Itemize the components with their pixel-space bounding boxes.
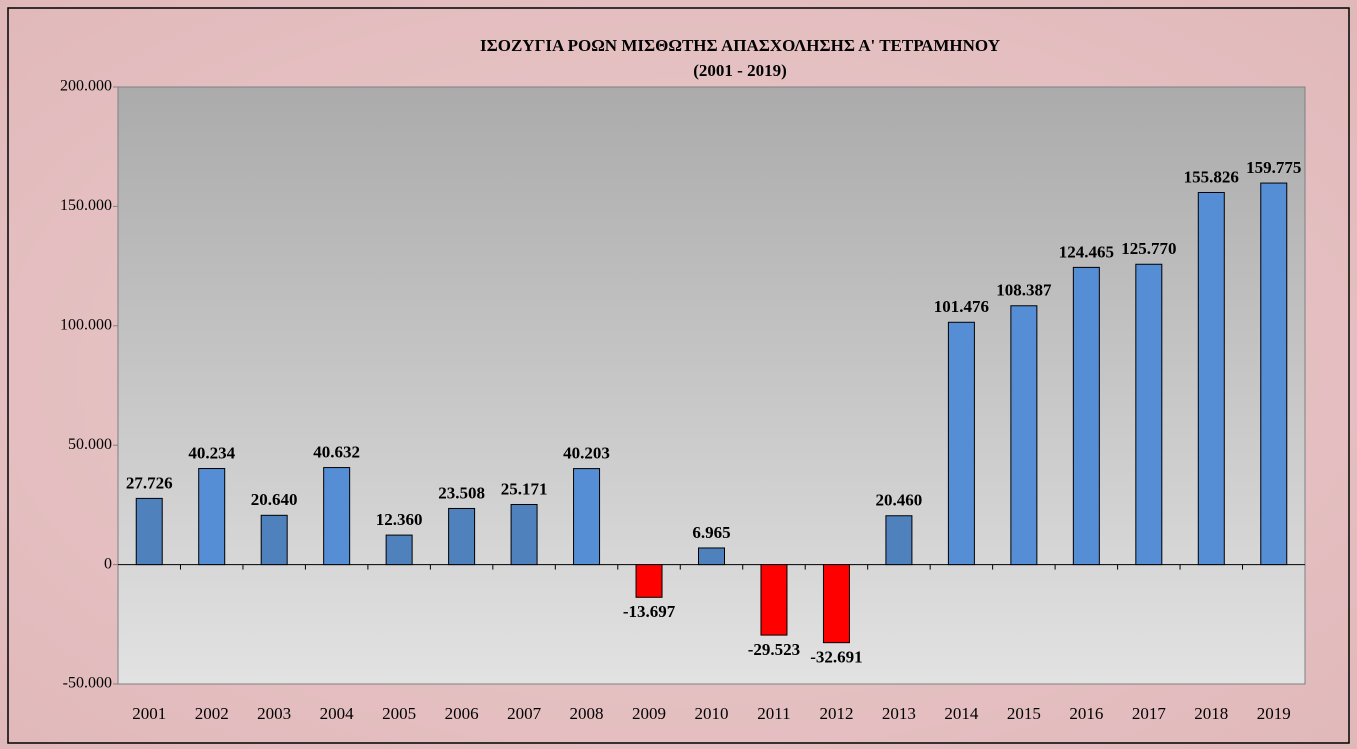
bar (760, 564, 788, 636)
x-tick-label: 2005 (382, 704, 416, 723)
bar (135, 497, 163, 566)
data-label: 12.360 (376, 510, 423, 529)
data-label: 40.203 (563, 444, 610, 463)
data-label: 40.234 (188, 443, 235, 462)
bar (947, 321, 975, 566)
x-tick-label: 2006 (445, 704, 479, 723)
x-tick-label: 2007 (507, 704, 542, 723)
x-tick-label: 2017 (1132, 704, 1167, 723)
y-tick-label: 150.000 (60, 197, 112, 214)
bar (198, 468, 226, 566)
data-label: 40.632 (313, 442, 360, 461)
frame (7, 7, 1350, 744)
bar (573, 468, 601, 566)
data-label: 23.508 (438, 483, 485, 502)
y-tick-label: 100.000 (60, 316, 112, 333)
x-tick-label: 2001 (132, 704, 166, 723)
bar (1260, 182, 1288, 566)
bar (822, 564, 850, 644)
x-tick-label: 2010 (695, 704, 729, 723)
data-label: 125.770 (1121, 239, 1176, 258)
x-tick-label: 2015 (1007, 704, 1041, 723)
bar (1135, 263, 1163, 566)
x-tick-label: 2004 (320, 704, 355, 723)
y-tick-label: 0 (104, 555, 112, 572)
data-label: 6.965 (692, 523, 730, 542)
data-label: 155.826 (1184, 167, 1239, 186)
y-tick-label: 200.000 (60, 78, 112, 95)
bar (885, 515, 913, 566)
x-tick-label: 2003 (257, 704, 291, 723)
bar (510, 503, 538, 566)
bar (448, 507, 476, 566)
data-label: -13.697 (623, 602, 676, 621)
x-tick-label: 2011 (757, 704, 790, 723)
y-tick-label: -50.000 (63, 675, 112, 692)
bar (385, 534, 413, 566)
x-tick-label: 2014 (944, 704, 979, 723)
data-label: -29.523 (748, 640, 800, 659)
chart-title: ΙΣΟΖΥΓΙΑ ΡΟΩΝ ΜΙΣΘΩΤΗΣ ΑΠΑΣΧΟΛΗΣΗΣ Α' ΤΕ… (480, 36, 1000, 55)
bar (260, 514, 288, 566)
data-label: 101.476 (934, 297, 989, 316)
data-label: 27.726 (126, 473, 173, 492)
bar (1010, 305, 1038, 566)
data-label: 124.465 (1059, 242, 1114, 261)
bar (698, 547, 725, 566)
x-tick-label: 2019 (1257, 704, 1291, 723)
data-label: 20.640 (251, 490, 298, 509)
data-label: -32.691 (810, 648, 862, 667)
x-tick-label: 2013 (882, 704, 916, 723)
data-label: 159.775 (1246, 158, 1301, 177)
chart-subtitle: (2001 - 2019) (693, 61, 786, 80)
data-label: 20.460 (876, 491, 923, 510)
x-tick-label: 2018 (1194, 704, 1228, 723)
bar (323, 467, 351, 566)
x-tick-label: 2016 (1069, 704, 1103, 723)
bar (635, 564, 663, 598)
bar (1197, 191, 1225, 566)
x-tick-label: 2002 (195, 704, 229, 723)
x-tick-label: 2009 (632, 704, 666, 723)
bar (1072, 266, 1100, 566)
x-tick-label: 2012 (819, 704, 853, 723)
x-tick-label: 2008 (570, 704, 604, 723)
data-label: 25.171 (501, 479, 548, 498)
plot-area (117, 86, 1306, 685)
data-label: 108.387 (996, 281, 1052, 300)
y-tick-label: 50.000 (68, 436, 112, 453)
